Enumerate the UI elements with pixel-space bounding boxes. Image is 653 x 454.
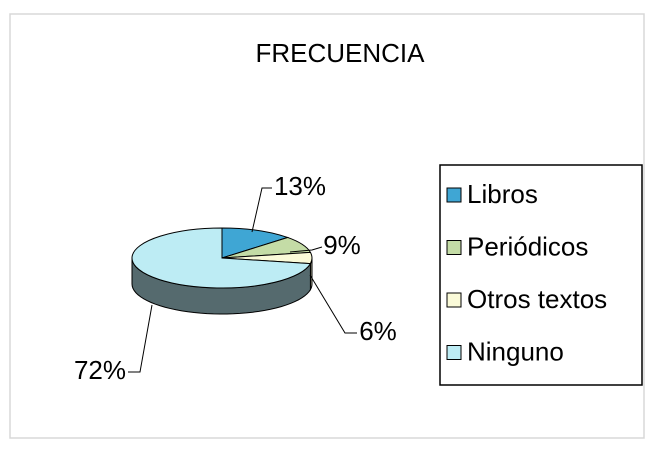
- leader-line: [309, 274, 357, 334]
- legend-label: Otros textos: [467, 284, 607, 314]
- data-label: 72%: [74, 355, 126, 385]
- pie-slice: [131, 227, 312, 289]
- legend-swatch: [446, 187, 462, 203]
- legend-label: Periódicos: [467, 231, 588, 261]
- leader-line: [251, 187, 272, 233]
- data-label: 6%: [359, 316, 397, 346]
- leader-line: [128, 304, 153, 373]
- pie-slice: [221, 227, 290, 259]
- data-label: 13%: [274, 171, 326, 201]
- legend-box: [439, 164, 643, 386]
- legend-swatch: [446, 240, 462, 255]
- legend-label: Ninguno: [467, 336, 564, 366]
- data-label: 9%: [323, 230, 361, 260]
- legend-swatch: [446, 345, 462, 360]
- leader-line: [289, 246, 323, 253]
- legend-label: Libros: [467, 179, 538, 209]
- legend-swatch: [446, 292, 462, 308]
- chart-title: FRECUENCIA: [255, 38, 425, 68]
